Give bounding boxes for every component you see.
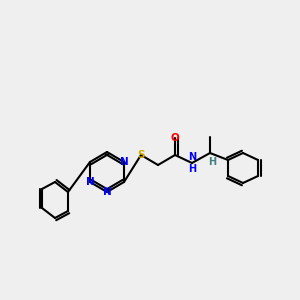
Text: S: S — [137, 150, 145, 160]
Text: H: H — [208, 157, 216, 167]
Text: O: O — [171, 133, 179, 143]
Text: N: N — [103, 187, 111, 197]
Text: N
H: N H — [188, 152, 196, 174]
Text: N: N — [120, 157, 128, 167]
Text: N: N — [85, 177, 94, 187]
